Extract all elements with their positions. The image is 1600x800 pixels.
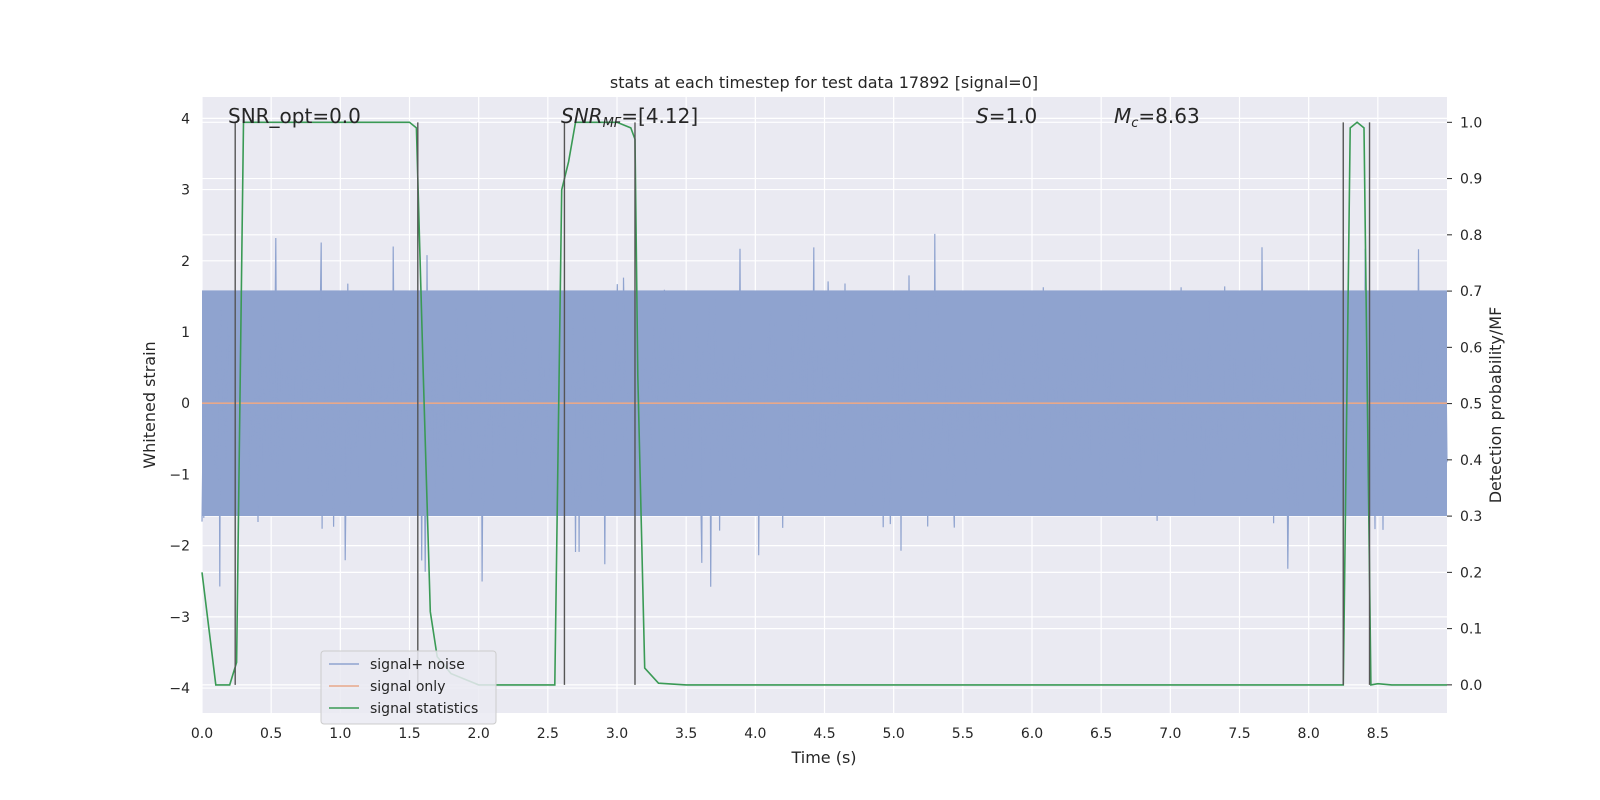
x-tick-label: 0.5 bbox=[260, 726, 282, 742]
x-tick-label: 2.0 bbox=[468, 726, 490, 742]
legend-label-signal-statistics: signal statistics bbox=[370, 701, 478, 717]
y-tick-label: 2 bbox=[181, 254, 190, 270]
x-tick-label: 1.5 bbox=[398, 726, 420, 742]
legend-label-signal-only: signal only bbox=[370, 679, 445, 695]
x-axis-label: Time (s) bbox=[790, 748, 856, 767]
y2-tick-label: 0.9 bbox=[1460, 172, 1482, 188]
x-tick-label: 6.0 bbox=[1021, 726, 1043, 742]
y2-axis-label: Detection probability/MF bbox=[1486, 307, 1505, 504]
y-tick-label: 0 bbox=[181, 396, 190, 412]
annotation-mc-rest: =8.63 bbox=[1138, 104, 1199, 128]
y-tick-label: −3 bbox=[169, 610, 190, 626]
y-axis-ticks: −4 −3 −2 −1 0 1 2 3 4 bbox=[169, 111, 190, 697]
y2-axis-ticks: 0.0 0.1 0.2 0.3 0.4 0.5 0.6 0.7 0.8 0.9 1.0 bbox=[1447, 115, 1482, 694]
x-tick-label: 3.0 bbox=[606, 726, 628, 742]
y2-tick-label: 0.3 bbox=[1460, 509, 1482, 525]
chart-title: stats at each timestep for test data 178… bbox=[610, 73, 1038, 92]
annotation-snr-mf-main: SNR bbox=[561, 104, 603, 128]
legend-label-signal-noise: signal+ noise bbox=[370, 657, 465, 673]
annotation-snr-mf-rest: =[4.12] bbox=[621, 104, 698, 128]
x-tick-label: 2.5 bbox=[537, 726, 559, 742]
annotations: SNR_opt=0.0 SNRMF=[4.12] S=1.0 Mc=8.63 bbox=[228, 104, 1200, 131]
y-tick-label: 1 bbox=[181, 325, 190, 341]
annotation-mc-sub: c bbox=[1131, 116, 1138, 131]
x-tick-label: 7.0 bbox=[1159, 726, 1181, 742]
x-tick-label: 8.5 bbox=[1367, 726, 1389, 742]
annotation-s-main: S bbox=[976, 104, 989, 128]
x-tick-label: 6.5 bbox=[1090, 726, 1112, 742]
y2-tick-label: 0.7 bbox=[1460, 284, 1482, 300]
y-tick-label: 4 bbox=[181, 111, 190, 127]
series-signal-statistics bbox=[201, 121, 1447, 686]
annotation-snr-mf-sub: MF bbox=[603, 116, 622, 131]
x-tick-label: 5.5 bbox=[952, 726, 974, 742]
x-axis-ticks: 0.0 0.5 1.0 1.5 2.0 2.5 3.0 3.5 4.0 4.5 5.0 5.5 6.0 6… bbox=[191, 726, 1389, 742]
x-tick-label: 4.0 bbox=[744, 726, 766, 742]
noise-trace bbox=[201, 233, 1448, 587]
y-axis-label: Whitened strain bbox=[140, 341, 159, 468]
annotation-mc-main: M bbox=[1114, 104, 1131, 128]
y2-tick-label: 0.8 bbox=[1460, 228, 1482, 244]
annotation-snr-opt: SNR_opt=0.0 bbox=[228, 104, 361, 128]
x-tick-label: 8.0 bbox=[1298, 726, 1320, 742]
x-tick-label: 5.0 bbox=[883, 726, 905, 742]
y-tick-label: 3 bbox=[181, 183, 190, 199]
y2-tick-label: 0.0 bbox=[1460, 678, 1482, 694]
y2-tick-label: 0.2 bbox=[1460, 565, 1482, 581]
x-tick-label: 4.5 bbox=[813, 726, 835, 742]
y2-tick-label: 0.1 bbox=[1460, 622, 1482, 638]
annotation-s: S=1.0 bbox=[976, 104, 1037, 128]
series-layer bbox=[201, 121, 1448, 686]
x-tick-label: 1.0 bbox=[329, 726, 351, 742]
legend: signal+ noise signal only signal statist… bbox=[320, 650, 497, 725]
annotation-snr-mf: SNRMF=[4.12] bbox=[561, 104, 698, 131]
y-tick-label: −1 bbox=[169, 467, 190, 483]
x-tick-label: 7.5 bbox=[1228, 726, 1250, 742]
x-tick-label: 3.5 bbox=[675, 726, 697, 742]
y-tick-label: −2 bbox=[169, 539, 190, 555]
y2-tick-label: 1.0 bbox=[1460, 115, 1482, 131]
annotation-s-rest: =1.0 bbox=[989, 104, 1038, 128]
annotation-mc: Mc=8.63 bbox=[1114, 104, 1200, 131]
legend-box bbox=[320, 650, 497, 725]
y2-tick-label: 0.4 bbox=[1460, 453, 1482, 469]
x-tick-label: 0.0 bbox=[191, 726, 213, 742]
y-tick-label: −4 bbox=[169, 681, 190, 697]
y2-tick-label: 0.5 bbox=[1460, 397, 1482, 413]
y2-tick-label: 0.6 bbox=[1460, 340, 1482, 356]
